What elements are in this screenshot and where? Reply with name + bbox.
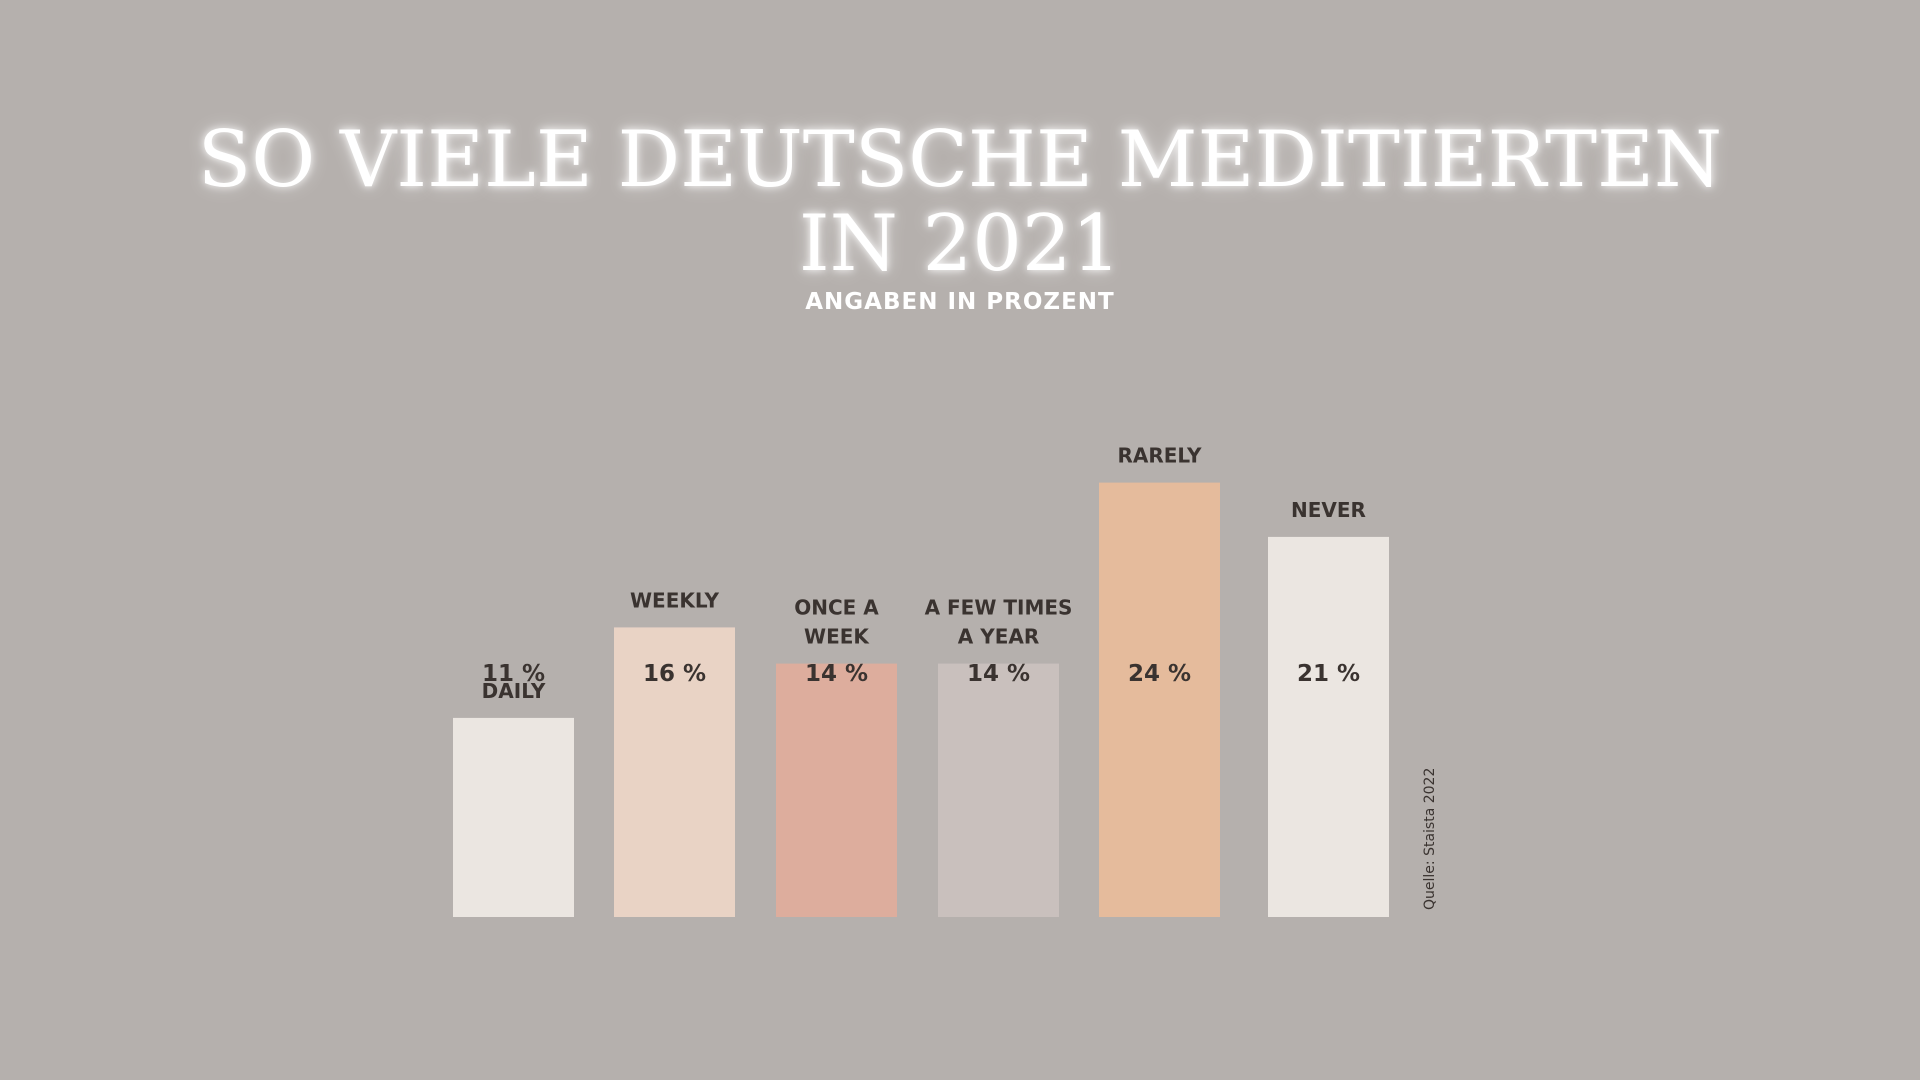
bar-6 bbox=[1268, 536, 1389, 917]
bar-value-label-5: 24 % bbox=[1128, 661, 1191, 687]
category-label-6: NEVER bbox=[1291, 498, 1366, 522]
bars-group: 11 %DAILY 16 % WEEKLY 14 % ONCE A WEEK 14 % A F… bbox=[453, 444, 1389, 917]
bar-value-label-1: 11 % bbox=[482, 661, 545, 687]
category-label-1: DAILY bbox=[482, 679, 546, 703]
chart-title: SO VIELE DEUTSCHE MEDITIERTEN IN 2021 bbox=[197, 115, 1723, 289]
chart-subtitle: ANGABEN IN PROZENT bbox=[805, 289, 1115, 315]
category-label-3-line-2: WEEK bbox=[804, 625, 870, 649]
bar-value-label-2: 16 % bbox=[643, 661, 706, 687]
bar-1 bbox=[453, 717, 574, 917]
category-label-4-line-2: A YEAR bbox=[958, 625, 1039, 649]
bar-3 bbox=[776, 663, 897, 917]
bar-4 bbox=[938, 663, 1059, 917]
category-label-3-line-1: ONCE A bbox=[794, 596, 879, 620]
category-label-4-line-1: A FEW TIMES bbox=[925, 596, 1073, 620]
bar-value-label-6: 21 % bbox=[1297, 661, 1360, 687]
bar-value-label-3: 14 % bbox=[805, 661, 868, 687]
category-label-5: RARELY bbox=[1117, 444, 1202, 468]
bar-value-label-4: 14 % bbox=[967, 661, 1030, 687]
bar-5 bbox=[1099, 482, 1220, 917]
category-label-2: WEEKLY bbox=[630, 588, 720, 612]
source-note: Quelle: Staista 2022 bbox=[1422, 768, 1438, 910]
bar-2 bbox=[614, 627, 735, 917]
